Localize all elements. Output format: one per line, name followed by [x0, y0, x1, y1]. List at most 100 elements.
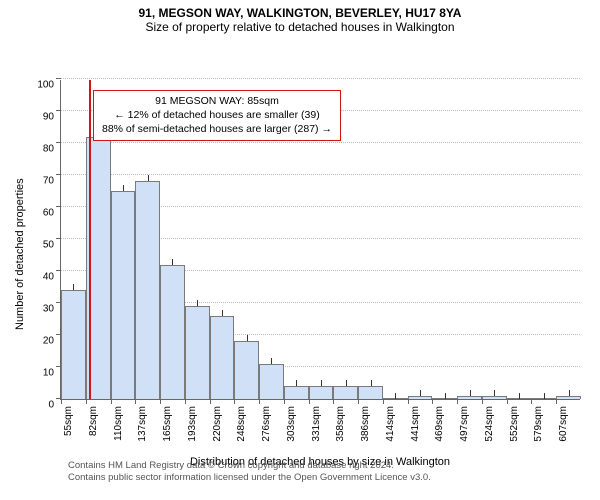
x-tick-label: 552sqm [509, 406, 520, 442]
x-tick-mark [333, 399, 334, 404]
info-box-line1: 91 MEGSON WAY: 85sqm [102, 94, 332, 108]
y-axis-ticks: 0102030405060708090100 [0, 80, 54, 400]
y-tick-label: 40 [43, 272, 54, 283]
x-tick-label: 193sqm [187, 406, 198, 442]
bar-top-marker [420, 390, 421, 396]
bar-top-marker [321, 380, 322, 386]
bar-top-marker [445, 393, 446, 399]
bar-top-marker [271, 358, 272, 364]
y-tick-label: 60 [43, 208, 54, 219]
y-tick-label: 50 [43, 240, 54, 251]
footer-line2: Contains public sector information licen… [68, 472, 431, 484]
x-tick-label: 331sqm [311, 406, 322, 442]
y-tick-mark [56, 78, 61, 79]
x-tick-mark [135, 399, 136, 404]
x-tick-label: 248sqm [236, 406, 247, 442]
x-tick-mark [408, 399, 409, 404]
y-tick-label: 90 [43, 112, 54, 123]
gridline [61, 142, 580, 143]
bar-top-marker [395, 393, 396, 399]
chart-title-sub: Size of property relative to detached ho… [0, 20, 600, 34]
y-tick-label: 30 [43, 304, 54, 315]
histogram-bar [556, 396, 581, 399]
histogram-bar [234, 341, 259, 399]
x-tick-mark [86, 399, 87, 404]
histogram-bar [210, 316, 235, 399]
gridline [61, 78, 580, 79]
x-tick-mark [531, 399, 532, 404]
x-tick-mark [383, 399, 384, 404]
bar-top-marker [73, 284, 74, 290]
x-tick-mark [556, 399, 557, 404]
y-tick-label: 70 [43, 176, 54, 187]
x-tick-label: 82sqm [88, 406, 99, 436]
histogram-bar [408, 396, 433, 399]
x-tick-label: 524sqm [484, 406, 495, 442]
x-tick-label: 276sqm [261, 406, 272, 442]
footer-line1: Contains HM Land Registry data © Crown c… [68, 460, 431, 472]
y-tick-mark [56, 206, 61, 207]
bar-top-marker [494, 390, 495, 396]
histogram-bar [61, 290, 86, 399]
x-tick-mark [482, 399, 483, 404]
x-tick-mark [185, 399, 186, 404]
info-box-line2: ← 12% of detached houses are smaller (39… [102, 108, 332, 122]
x-tick-mark [160, 399, 161, 404]
y-tick-mark [56, 238, 61, 239]
info-box: 91 MEGSON WAY: 85sqm ← 12% of detached h… [93, 90, 341, 141]
x-tick-label: 579sqm [533, 406, 544, 442]
y-tick-mark [56, 110, 61, 111]
bar-top-marker [197, 300, 198, 306]
bar-top-marker [544, 393, 545, 399]
x-tick-label: 165sqm [162, 406, 173, 442]
y-tick-label: 0 [48, 400, 54, 411]
x-tick-label: 137sqm [137, 406, 148, 442]
x-tick-label: 110sqm [113, 406, 124, 441]
x-tick-mark [507, 399, 508, 404]
bar-top-marker [569, 390, 570, 396]
histogram-bar [135, 181, 160, 399]
property-marker-line [89, 80, 91, 399]
bar-top-marker [519, 393, 520, 399]
y-tick-mark [56, 174, 61, 175]
y-tick-mark [56, 142, 61, 143]
x-tick-label: 469sqm [434, 406, 445, 442]
bar-top-marker [296, 380, 297, 386]
x-tick-label: 414sqm [385, 406, 396, 442]
x-tick-mark [259, 399, 260, 404]
bar-top-marker [222, 310, 223, 316]
x-tick-label: 303sqm [286, 406, 297, 442]
x-tick-mark [284, 399, 285, 404]
histogram-bar [284, 386, 309, 399]
histogram-bar [457, 396, 482, 399]
histogram-bar [111, 191, 136, 399]
x-tick-label: 220sqm [212, 406, 223, 442]
x-tick-label: 441sqm [410, 406, 421, 442]
y-tick-label: 20 [43, 336, 54, 347]
x-tick-label: 386sqm [360, 406, 371, 442]
x-tick-mark [234, 399, 235, 404]
chart-titles: 91, MEGSON WAY, WALKINGTON, BEVERLEY, HU… [0, 0, 600, 34]
bar-top-marker [148, 175, 149, 181]
x-tick-label: 358sqm [335, 406, 346, 442]
y-tick-label: 10 [43, 368, 54, 379]
info-box-line3: 88% of semi-detached houses are larger (… [102, 122, 332, 136]
x-tick-mark [358, 399, 359, 404]
histogram-bar [482, 396, 507, 399]
y-tick-mark [56, 270, 61, 271]
bar-top-marker [172, 259, 173, 265]
x-tick-label: 55sqm [63, 406, 74, 436]
histogram-bar [333, 386, 358, 399]
x-tick-mark [457, 399, 458, 404]
attribution-footer: Contains HM Land Registry data © Crown c… [68, 460, 431, 485]
histogram-bar [160, 265, 185, 399]
bar-top-marker [371, 380, 372, 386]
x-tick-label: 607sqm [558, 406, 569, 442]
x-tick-label: 497sqm [459, 406, 470, 442]
histogram-bar [185, 306, 210, 399]
bar-top-marker [247, 335, 248, 341]
gridline [61, 174, 580, 175]
histogram-bar [358, 386, 383, 399]
x-tick-mark [61, 399, 62, 404]
bar-top-marker [470, 390, 471, 396]
